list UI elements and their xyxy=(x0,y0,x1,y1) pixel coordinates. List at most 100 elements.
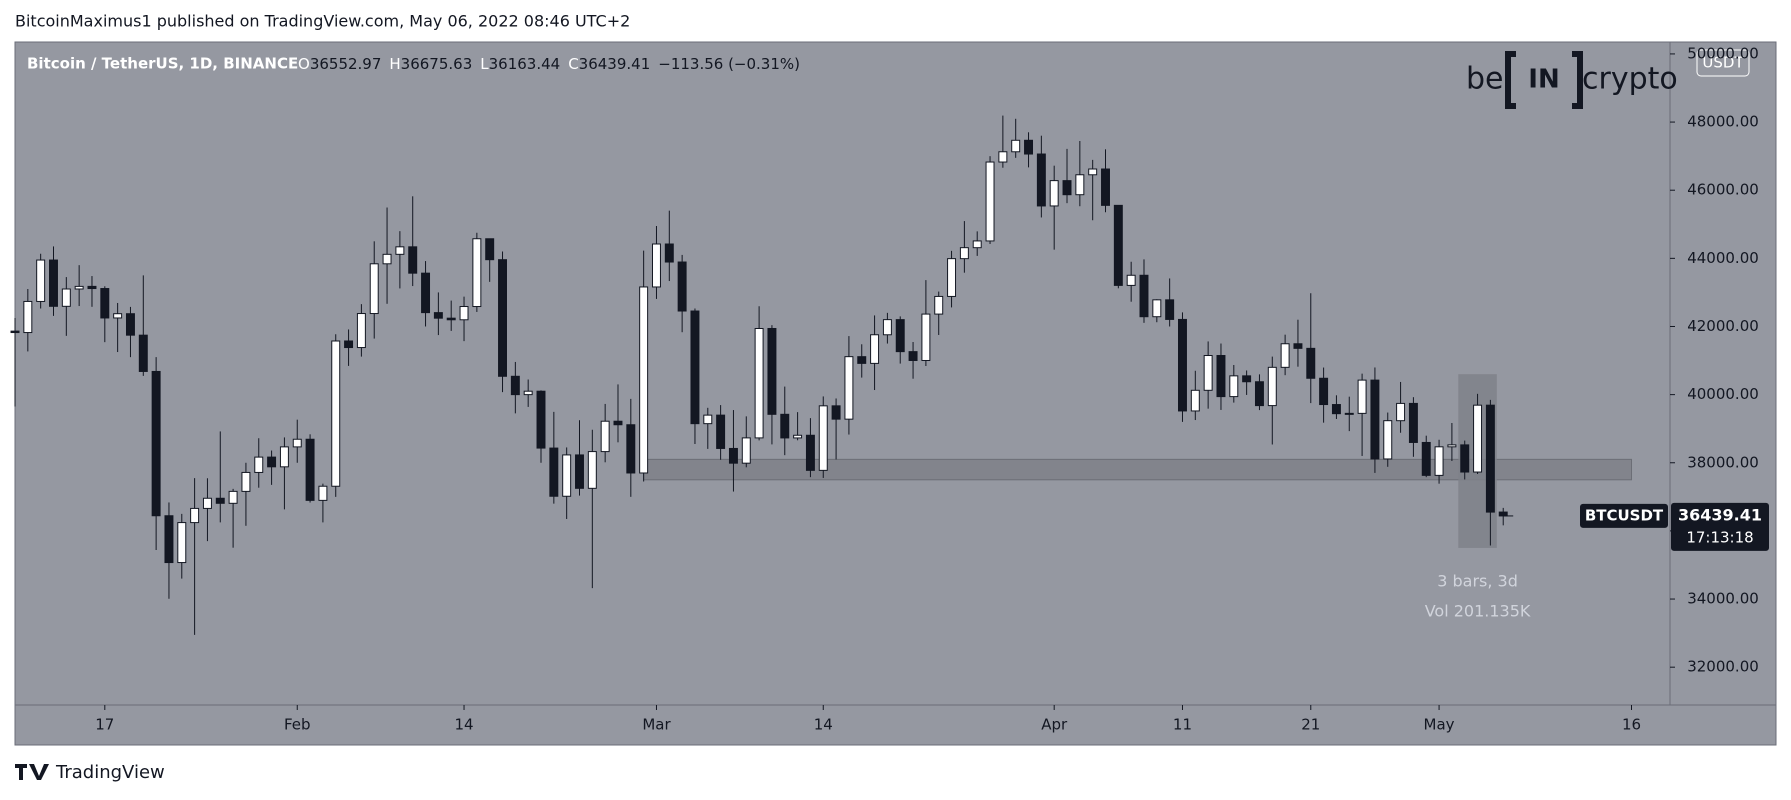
footer-text: TradingView xyxy=(55,762,165,783)
candle-body xyxy=(318,485,328,501)
candle-body xyxy=(23,300,33,334)
candle-body xyxy=(805,434,815,471)
l-value: 36163.44 xyxy=(489,55,561,73)
candle-body xyxy=(728,447,738,464)
candle-body xyxy=(1473,404,1483,473)
y-tick-label: 42000.00 xyxy=(1687,317,1759,335)
candle-body xyxy=(331,340,341,487)
candle-body xyxy=(857,356,867,364)
candle-body xyxy=(1357,379,1367,414)
c-label: C xyxy=(568,55,578,73)
change: −113.56 (−0.31%) xyxy=(658,55,800,73)
unit-box xyxy=(1696,49,1750,77)
candle-body xyxy=(356,313,366,349)
candle-body xyxy=(1139,274,1149,318)
range-label: 3 bars, 3d xyxy=(1437,571,1518,590)
candle-body xyxy=(1088,168,1098,176)
candle-body xyxy=(921,313,931,361)
candle-body xyxy=(382,253,392,265)
candle-body xyxy=(87,285,97,290)
candle-body xyxy=(138,334,148,372)
candle-body xyxy=(818,405,828,471)
o-value: 36552.97 xyxy=(310,55,382,73)
x-tick-label: Feb xyxy=(284,716,311,734)
candle-body xyxy=(1075,174,1085,196)
candle-body xyxy=(1485,404,1495,513)
publisher: BitcoinMaximus1 published on TradingView… xyxy=(15,12,630,31)
candle-body xyxy=(1049,180,1059,207)
candle-body xyxy=(202,497,212,509)
candle-body xyxy=(190,507,200,524)
y-tick-label: 34000.00 xyxy=(1687,590,1759,608)
candle-body xyxy=(1331,404,1341,415)
candle-body xyxy=(1396,402,1406,422)
candle-body xyxy=(1152,299,1162,318)
ohlc: O36552.97 H36675.63 L36163.44 C36439.41 −113… xyxy=(298,55,800,73)
unit: USDT xyxy=(1702,54,1744,72)
candle-body xyxy=(1126,274,1136,286)
candle-body xyxy=(895,319,905,353)
y-tick-label: 48000.00 xyxy=(1687,113,1759,131)
candle-body xyxy=(972,240,982,249)
h-value: 36675.63 xyxy=(401,55,473,73)
x-tick-label: 11 xyxy=(1173,716,1192,734)
candle-body xyxy=(1036,153,1046,207)
candle-body xyxy=(1190,389,1200,412)
plot-area xyxy=(14,41,1671,706)
candle-body xyxy=(1447,444,1457,448)
candle-body xyxy=(703,414,713,425)
logo-in: IN xyxy=(1528,65,1559,95)
candle-body xyxy=(1421,441,1431,476)
candle-body xyxy=(716,414,726,449)
y-tick-label: 44000.00 xyxy=(1687,249,1759,267)
y-tick-label: 40000.00 xyxy=(1687,385,1759,403)
candle-body xyxy=(908,351,918,361)
candle-body xyxy=(49,259,58,307)
candle-body xyxy=(985,161,995,242)
candle-body xyxy=(677,261,687,312)
candle-body xyxy=(780,413,790,439)
candle-body xyxy=(74,285,84,290)
candle-body xyxy=(741,437,751,464)
candle-body xyxy=(446,317,456,321)
candle-body xyxy=(767,327,777,415)
candle-body xyxy=(369,263,379,315)
candle-body xyxy=(1254,381,1264,407)
candle-body xyxy=(1383,420,1393,460)
candle-body xyxy=(254,456,264,473)
o-label: O xyxy=(298,55,310,73)
candle-body xyxy=(498,259,507,377)
candle-body xyxy=(1370,379,1380,460)
countdown: 17:13:18 xyxy=(1686,528,1753,546)
candle-body xyxy=(793,434,803,439)
candle-body xyxy=(1216,355,1226,398)
candle-body xyxy=(1113,204,1123,286)
logo-crypto: crypto xyxy=(1582,62,1678,97)
candle-body xyxy=(305,438,315,501)
candle-body xyxy=(831,405,841,420)
candle-body xyxy=(100,288,110,319)
x-tick-label: 21 xyxy=(1301,716,1320,734)
candle-body xyxy=(459,306,469,321)
candle-body xyxy=(1229,375,1239,398)
candle-body xyxy=(1460,444,1470,473)
candle-body xyxy=(1203,355,1213,391)
x-tick-label: 17 xyxy=(95,716,114,734)
candle-body xyxy=(1306,347,1316,379)
candle-body xyxy=(241,471,251,492)
x-tick-label: May xyxy=(1424,716,1455,734)
candle-body xyxy=(1319,377,1329,406)
candle-body xyxy=(1408,402,1418,443)
candle-body xyxy=(947,258,957,297)
candle-body xyxy=(613,420,623,426)
candle-body xyxy=(61,288,71,307)
candle-body xyxy=(472,238,482,308)
x-tick-label: 16 xyxy=(1622,716,1641,734)
y-tick-label: 32000.00 xyxy=(1687,658,1759,676)
candle-body xyxy=(575,454,584,489)
price-axis xyxy=(1669,41,1777,706)
x-tick-label: Mar xyxy=(642,716,671,734)
candle-body xyxy=(1101,168,1110,206)
candle-body xyxy=(279,446,289,468)
